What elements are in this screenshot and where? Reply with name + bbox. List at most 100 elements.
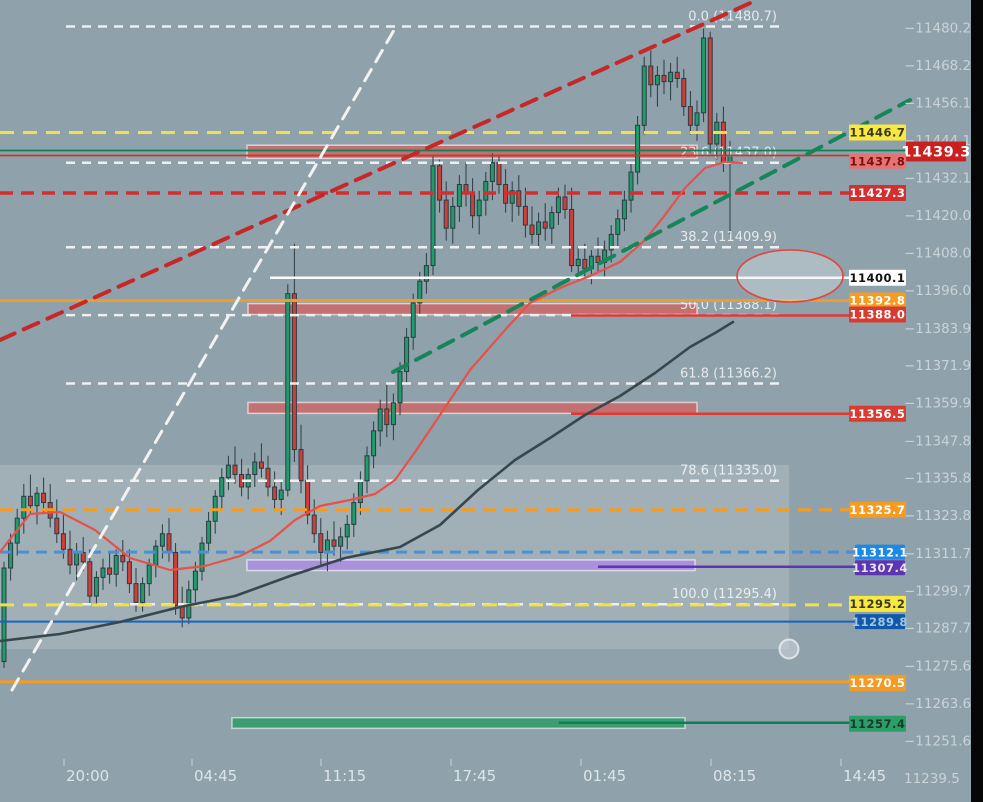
trendlines-layer[interactable]: [0, 0, 912, 692]
candle-down: [126, 561, 132, 585]
ma-slow-dark: [0, 320, 735, 643]
candle-up: [397, 371, 403, 404]
candle-up: [628, 171, 634, 201]
label-11312-1-box[interactable]: [855, 544, 905, 560]
price-axis-tick: −11299.7: [904, 583, 971, 599]
candle-down: [569, 208, 575, 267]
fib-level-label: 23.6 (11437.0): [680, 146, 777, 161]
candle-up: [417, 280, 423, 304]
candle-up: [344, 523, 350, 538]
candle-down: [60, 533, 66, 550]
supply-zone-11358[interactable]: [247, 401, 698, 415]
time-axis-label: 11:15: [323, 767, 366, 785]
label-11427-3[interactable]: 11427.3: [850, 186, 906, 200]
candle-down: [648, 65, 654, 86]
candle-up: [694, 112, 700, 126]
current-price-label[interactable]: 11439.3: [901, 145, 971, 161]
candle-down: [27, 495, 33, 507]
ellipse-annotation[interactable]: [736, 249, 844, 303]
label-11289-8[interactable]: 11289.8: [852, 615, 908, 629]
price-axis-tick: −11432.1: [904, 170, 971, 186]
label-11325-7-box[interactable]: [849, 501, 906, 518]
label-11312-1[interactable]: 11312.1: [852, 545, 908, 559]
label-11295-2[interactable]: 11295.2: [850, 597, 906, 611]
time-axis[interactable]: 20:00 04:45 11:15 17:45 01:45 08:15 14:45: [63, 759, 886, 785]
candle-down: [437, 165, 443, 201]
label-11356-5[interactable]: 11356.5: [850, 407, 906, 421]
candle-down: [67, 548, 73, 566]
candle-up: [483, 180, 489, 201]
time-axis-label: 20:00: [66, 767, 109, 785]
label-11400-1[interactable]: 11400.1: [850, 271, 906, 285]
candle-down: [707, 37, 713, 145]
label-11270-5-box[interactable]: [849, 674, 906, 691]
label-11388-0-box[interactable]: [849, 306, 906, 323]
levels-layer[interactable]: [0, 130, 906, 724]
white-dashed-trendline[interactable]: [10, 23, 399, 692]
label-11446-7-box[interactable]: [849, 124, 906, 141]
candle-up: [635, 124, 641, 173]
label-11437-8[interactable]: 11437.8: [850, 154, 906, 168]
candle-down: [516, 190, 522, 207]
price-axis-tick: −11420.0: [904, 208, 971, 224]
label-11388-0[interactable]: 11388.0: [850, 308, 906, 322]
time-axis-label: 17:45: [453, 767, 496, 785]
price-axis[interactable]: −11480.2−11468.2−11456.1−11444.1−11432.1…: [904, 21, 971, 788]
candle-up: [225, 464, 231, 479]
demand-zone-11308[interactable]: [246, 559, 696, 572]
candle-up: [199, 542, 205, 572]
candle-down: [331, 539, 337, 547]
label-11270-5[interactable]: 11270.5: [850, 676, 906, 690]
candle-down: [258, 461, 264, 469]
candle-down: [542, 221, 548, 229]
candle-down: [687, 106, 693, 126]
candle-down: [291, 293, 297, 451]
candle-down: [173, 551, 179, 606]
label-11295-2-box[interactable]: [849, 595, 906, 612]
fib-retracement[interactable]: 0.0 (11480.7) 23.6 (11437.0) 38.2 (11409.9…: [66, 9, 780, 606]
label-11437-8-box[interactable]: [849, 153, 906, 169]
candle-up: [113, 555, 119, 575]
label-11289-8-box[interactable]: [855, 614, 905, 630]
candle-up: [338, 536, 344, 547]
candle-up: [621, 199, 627, 220]
label-11325-7[interactable]: 11325.7: [850, 503, 906, 517]
candle-up: [536, 221, 542, 235]
price-axis-tick: −11359.9: [904, 396, 971, 412]
candle-down: [595, 255, 601, 263]
candle-up: [555, 196, 561, 214]
supply-zone-11390[interactable]: [247, 302, 698, 316]
candle-up: [153, 545, 159, 566]
candle-up: [324, 539, 330, 553]
label-11307-4[interactable]: 11307.4: [852, 561, 908, 575]
candle-down: [661, 74, 667, 83]
zones-layer[interactable]: [231, 144, 698, 730]
candle-down: [298, 449, 304, 482]
current-price-label-box[interactable]: [906, 141, 966, 162]
candle-down: [311, 514, 317, 535]
label-11427-3-box[interactable]: [849, 184, 906, 201]
label-11446-7[interactable]: 11446.7: [850, 126, 906, 140]
fib-level-label: 100.0 (11295.4): [672, 587, 777, 602]
red-dashed-trendline[interactable]: [0, 0, 759, 342]
green-dashed-trendline[interactable]: [391, 98, 912, 374]
label-11400-1-box[interactable]: [849, 269, 906, 286]
candles-layer: [1, 28, 733, 668]
fib-level-label: 0.0 (11480.7): [688, 9, 777, 24]
label-11307-4-box[interactable]: [855, 560, 905, 576]
candle-up: [357, 480, 363, 504]
candle-up: [549, 212, 555, 229]
label-11356-5-box[interactable]: [849, 405, 906, 422]
selection-box-handle[interactable]: [778, 638, 800, 660]
label-11257-4[interactable]: 11257.4: [850, 717, 906, 731]
label-11392-8-box[interactable]: [849, 292, 906, 309]
candle-up: [371, 430, 377, 457]
candle-up: [93, 576, 99, 597]
label-11392-8[interactable]: 11392.8: [850, 294, 906, 308]
price-axis-tick: −11371.9: [904, 358, 971, 374]
label-11257-4-box[interactable]: [849, 715, 906, 732]
price-axis-tick: −11456.1: [904, 96, 971, 112]
